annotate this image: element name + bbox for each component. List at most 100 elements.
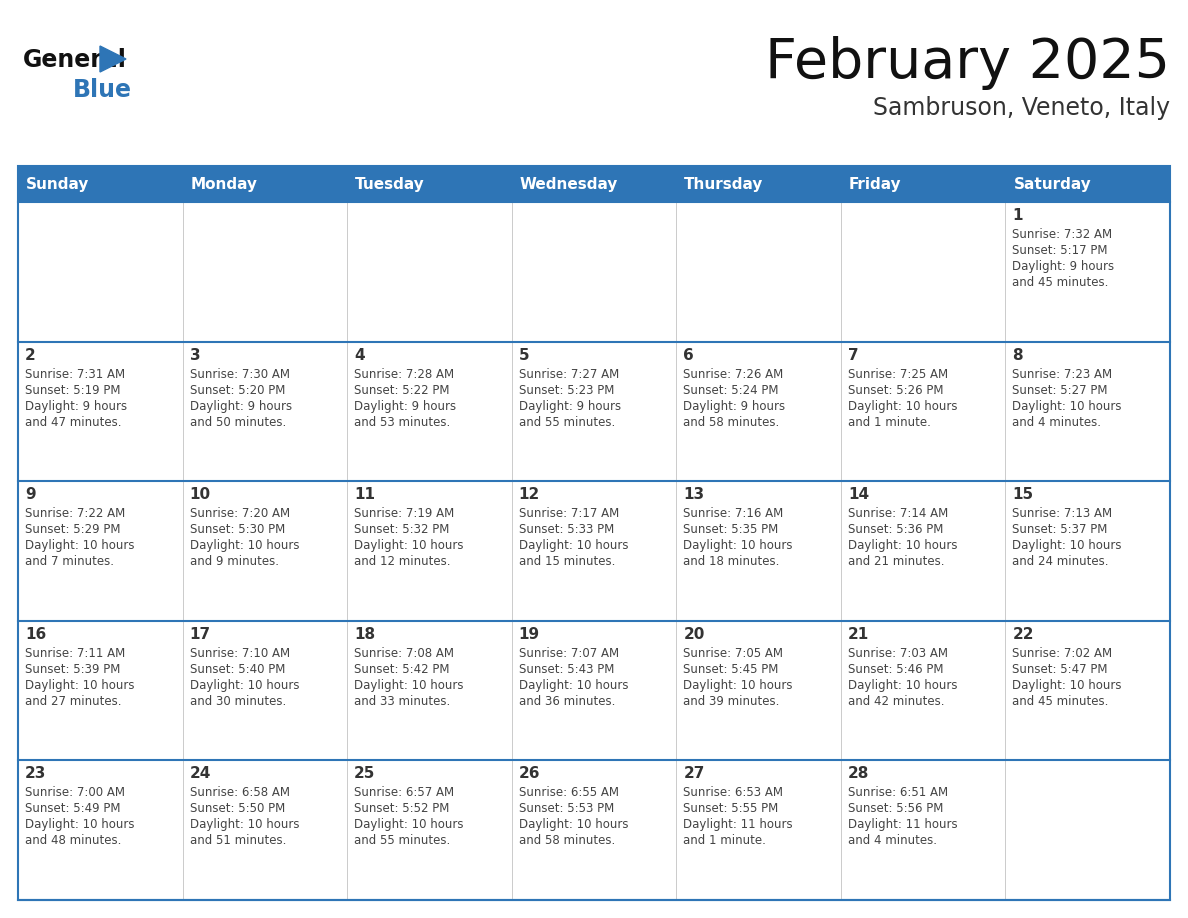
Text: Thursday: Thursday — [684, 176, 764, 192]
Text: Sunrise: 7:02 AM: Sunrise: 7:02 AM — [1012, 647, 1112, 660]
Bar — [841, 481, 1005, 621]
Text: Monday: Monday — [190, 176, 258, 192]
Text: Sunset: 5:20 PM: Sunset: 5:20 PM — [190, 384, 285, 397]
Text: Sunrise: 7:23 AM: Sunrise: 7:23 AM — [1012, 367, 1112, 381]
Text: Sunset: 5:24 PM: Sunset: 5:24 PM — [683, 384, 779, 397]
Bar — [1005, 202, 1170, 341]
Text: Sunrise: 6:55 AM: Sunrise: 6:55 AM — [519, 787, 619, 800]
Text: and 24 minutes.: and 24 minutes. — [1012, 555, 1108, 568]
Text: and 1 minute.: and 1 minute. — [848, 416, 930, 429]
Text: Sunset: 5:32 PM: Sunset: 5:32 PM — [354, 523, 449, 536]
Bar — [18, 481, 183, 621]
Text: Sunset: 5:55 PM: Sunset: 5:55 PM — [683, 802, 778, 815]
Text: Sunset: 5:19 PM: Sunset: 5:19 PM — [25, 384, 120, 397]
Text: Sunset: 5:40 PM: Sunset: 5:40 PM — [190, 663, 285, 676]
Text: Sunset: 5:46 PM: Sunset: 5:46 PM — [848, 663, 943, 676]
Text: 11: 11 — [354, 487, 375, 502]
Text: 18: 18 — [354, 627, 375, 642]
Text: and 45 minutes.: and 45 minutes. — [1012, 695, 1108, 708]
Text: and 45 minutes.: and 45 minutes. — [1012, 276, 1108, 289]
Bar — [347, 481, 512, 621]
Text: Daylight: 10 hours: Daylight: 10 hours — [683, 678, 792, 692]
Text: Sunset: 5:29 PM: Sunset: 5:29 PM — [25, 523, 120, 536]
Text: Daylight: 9 hours: Daylight: 9 hours — [519, 399, 621, 412]
Text: and 1 minute.: and 1 minute. — [683, 834, 766, 847]
Text: and 9 minutes.: and 9 minutes. — [190, 555, 278, 568]
Text: Sunset: 5:39 PM: Sunset: 5:39 PM — [25, 663, 120, 676]
Text: Sunrise: 7:26 AM: Sunrise: 7:26 AM — [683, 367, 784, 381]
Text: Daylight: 10 hours: Daylight: 10 hours — [848, 539, 958, 553]
Text: Sunrise: 7:19 AM: Sunrise: 7:19 AM — [354, 508, 454, 521]
Text: 12: 12 — [519, 487, 541, 502]
Text: and 4 minutes.: and 4 minutes. — [848, 834, 937, 847]
Text: Daylight: 9 hours: Daylight: 9 hours — [1012, 260, 1114, 273]
Text: Blue: Blue — [72, 78, 132, 102]
Text: Sunrise: 7:27 AM: Sunrise: 7:27 AM — [519, 367, 619, 381]
Text: Sunrise: 7:20 AM: Sunrise: 7:20 AM — [190, 508, 290, 521]
Text: and 58 minutes.: and 58 minutes. — [683, 416, 779, 429]
Text: Sunrise: 7:31 AM: Sunrise: 7:31 AM — [25, 367, 125, 381]
Text: Daylight: 10 hours: Daylight: 10 hours — [25, 819, 134, 832]
Bar — [512, 481, 676, 621]
Text: Daylight: 10 hours: Daylight: 10 hours — [1012, 399, 1121, 412]
Text: General: General — [23, 48, 127, 72]
Text: Sunset: 5:37 PM: Sunset: 5:37 PM — [1012, 523, 1107, 536]
Text: 24: 24 — [190, 767, 211, 781]
Text: 6: 6 — [683, 348, 694, 363]
Text: and 48 minutes.: and 48 minutes. — [25, 834, 121, 847]
Bar — [676, 481, 841, 621]
Text: Friday: Friday — [849, 176, 902, 192]
Text: and 27 minutes.: and 27 minutes. — [25, 695, 121, 708]
Bar — [512, 202, 676, 341]
Text: 26: 26 — [519, 767, 541, 781]
Bar — [1005, 621, 1170, 760]
Text: and 4 minutes.: and 4 minutes. — [1012, 416, 1101, 429]
Text: Sunrise: 7:14 AM: Sunrise: 7:14 AM — [848, 508, 948, 521]
Text: and 30 minutes.: and 30 minutes. — [190, 695, 286, 708]
Text: 22: 22 — [1012, 627, 1034, 642]
Text: Sunset: 5:52 PM: Sunset: 5:52 PM — [354, 802, 449, 815]
Bar — [841, 760, 1005, 900]
Text: Daylight: 10 hours: Daylight: 10 hours — [354, 678, 463, 692]
Bar — [183, 760, 347, 900]
Text: Daylight: 10 hours: Daylight: 10 hours — [1012, 678, 1121, 692]
Text: February 2025: February 2025 — [765, 36, 1170, 90]
Bar — [18, 760, 183, 900]
Text: 17: 17 — [190, 627, 210, 642]
Text: Sunset: 5:33 PM: Sunset: 5:33 PM — [519, 523, 614, 536]
Text: Sunset: 5:30 PM: Sunset: 5:30 PM — [190, 523, 285, 536]
Text: 28: 28 — [848, 767, 870, 781]
Text: Daylight: 10 hours: Daylight: 10 hours — [848, 399, 958, 412]
Bar — [18, 621, 183, 760]
Text: Daylight: 10 hours: Daylight: 10 hours — [519, 678, 628, 692]
Text: Daylight: 11 hours: Daylight: 11 hours — [848, 819, 958, 832]
Polygon shape — [100, 46, 126, 72]
Text: Daylight: 10 hours: Daylight: 10 hours — [190, 678, 299, 692]
Text: and 47 minutes.: and 47 minutes. — [25, 416, 121, 429]
Text: 16: 16 — [25, 627, 46, 642]
Text: Daylight: 10 hours: Daylight: 10 hours — [25, 539, 134, 553]
Bar — [347, 621, 512, 760]
Text: Sunrise: 7:03 AM: Sunrise: 7:03 AM — [848, 647, 948, 660]
Bar — [18, 341, 183, 481]
Bar — [676, 202, 841, 341]
Bar — [1005, 341, 1170, 481]
Text: Sunset: 5:36 PM: Sunset: 5:36 PM — [848, 523, 943, 536]
Text: Daylight: 11 hours: Daylight: 11 hours — [683, 819, 792, 832]
Bar — [18, 166, 1170, 900]
Text: 21: 21 — [848, 627, 870, 642]
Text: Daylight: 10 hours: Daylight: 10 hours — [25, 678, 134, 692]
Bar — [183, 341, 347, 481]
Bar — [183, 202, 347, 341]
Text: Daylight: 10 hours: Daylight: 10 hours — [1012, 539, 1121, 553]
Text: 1: 1 — [1012, 208, 1023, 223]
Text: 2: 2 — [25, 348, 36, 363]
Text: Sunrise: 7:32 AM: Sunrise: 7:32 AM — [1012, 228, 1112, 241]
Text: 9: 9 — [25, 487, 36, 502]
Text: Wednesday: Wednesday — [519, 176, 618, 192]
Text: 3: 3 — [190, 348, 201, 363]
Text: and 42 minutes.: and 42 minutes. — [848, 695, 944, 708]
Text: Sunset: 5:53 PM: Sunset: 5:53 PM — [519, 802, 614, 815]
Bar — [347, 341, 512, 481]
Text: and 36 minutes.: and 36 minutes. — [519, 695, 615, 708]
